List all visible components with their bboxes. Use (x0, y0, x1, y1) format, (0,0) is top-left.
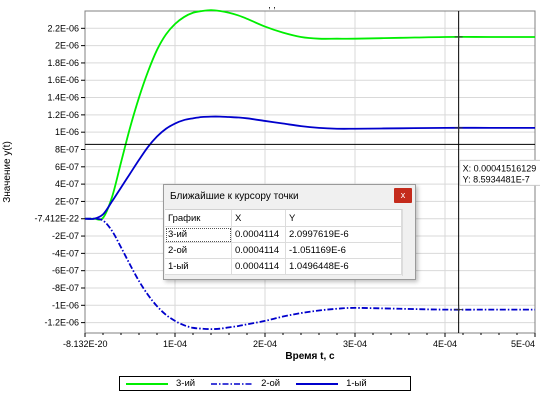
cell-x: 0.0004114 (232, 259, 286, 275)
cell-graph: 1-ый (165, 259, 232, 275)
cell-y: 2.0997619E-6 (286, 227, 402, 243)
cell-y: 1.0496448E-6 (286, 259, 402, 275)
column-header-graph[interactable]: График (165, 210, 232, 227)
legend-item-series-3: 3-ий (126, 378, 195, 389)
table-row[interactable]: 2-ой 0.0004114 -1.051169E-6 (165, 243, 402, 259)
y-tick-label: -1.2E-06 (44, 318, 79, 328)
cursor-readout-y: Y: 8.5934481E-7 (463, 174, 530, 184)
dialog-scrollbar[interactable] (402, 209, 414, 276)
y-tick-label: -6E-07 (52, 266, 79, 276)
x-tick-label: -8.132E-20 (63, 339, 108, 349)
legend-label: 3-ий (176, 378, 196, 389)
legend-line-solid-green (126, 382, 168, 385)
legend-label: 1-ый (346, 378, 367, 389)
cursor-readout-x: X: 0.00041516129 (463, 163, 537, 173)
cell-x: 0.0004114 (232, 243, 286, 259)
legend-item-series-1: 1-ый (296, 378, 367, 389)
close-button[interactable]: x (394, 188, 412, 203)
y-tick-label: 6E-07 (55, 162, 79, 172)
y-tick-label: -8E-07 (52, 283, 79, 293)
y-tick-label: -2E-07 (52, 231, 79, 241)
legend-line-dashdot-blue (211, 382, 254, 385)
y-axis-ticks: 2.2E-06 2E-06 1.8E-06 1.6E-06 1.4E-06 1.2E-06… (34, 23, 85, 328)
legend-line-solid-blue (296, 382, 339, 385)
x-tick-label: 1E-04 (163, 339, 187, 349)
y-tick-label: 4E-07 (55, 179, 79, 189)
nearest-points-dialog[interactable]: Ближайшие к курсору точки x График X Y 3… (163, 184, 416, 280)
cell-x: 0.0004114 (232, 227, 286, 243)
legend-label: 2-ой (261, 378, 281, 389)
y-tick-label: 2.2E-06 (47, 23, 79, 33)
x-axis-label: Время t, с (285, 351, 335, 362)
column-header-y[interactable]: Y (286, 210, 402, 227)
y-tick-label: 8E-07 (55, 144, 79, 154)
column-header-x[interactable]: X (232, 210, 286, 227)
cell-y: -1.051169E-6 (286, 243, 402, 259)
x-axis-ticks: -8.132E-20 1E-04 2E-04 3E-04 4E-04 5E-04 (63, 333, 536, 349)
chart-title: , , (268, 0, 276, 10)
cell-graph: 3-ий (165, 227, 232, 243)
y-tick-label: -1E-06 (52, 300, 79, 310)
series-line-2 (84, 217, 535, 331)
cell-graph: 2-ой (165, 243, 232, 259)
x-tick-label: 3E-04 (343, 339, 367, 349)
dialog-title: Ближайшие к курсору точки (170, 191, 299, 202)
table-row[interactable]: 3-ий 0.0004114 2.0997619E-6 (165, 227, 402, 243)
y-axis-label: Значение y(t) (2, 141, 13, 203)
y-tick-label: 1.8E-06 (47, 58, 79, 68)
y-tick-label: -7.412E-22 (34, 214, 79, 224)
series-line-1 (84, 9, 535, 221)
y-tick-label: 1E-06 (55, 127, 79, 137)
x-tick-label: 2E-04 (253, 339, 277, 349)
cursor-readout-box (459, 159, 540, 186)
table-row[interactable]: 1-ый 0.0004114 1.0496448E-6 (165, 259, 402, 275)
y-tick-label: 1.4E-06 (47, 93, 79, 103)
y-tick-label: 2E-06 (55, 41, 79, 51)
table-header: График X Y (165, 210, 402, 227)
legend-item-series-2: 2-ой (211, 378, 280, 389)
series-lines (84, 9, 535, 331)
x-tick-label: 4E-04 (433, 339, 457, 349)
series-line-3 (84, 115, 535, 220)
nearest-points-table: График X Y 3-ий 0.0004114 2.0997619E-6 2… (165, 209, 402, 275)
y-tick-label: 1.2E-06 (47, 110, 79, 120)
y-tick-label: 1.6E-06 (47, 75, 79, 85)
y-tick-label: -4E-07 (52, 248, 79, 258)
legend: 3-ий 2-ой 1-ый (119, 376, 411, 391)
y-tick-label: 2E-07 (55, 196, 79, 206)
x-tick-label: 5E-04 (511, 339, 535, 349)
